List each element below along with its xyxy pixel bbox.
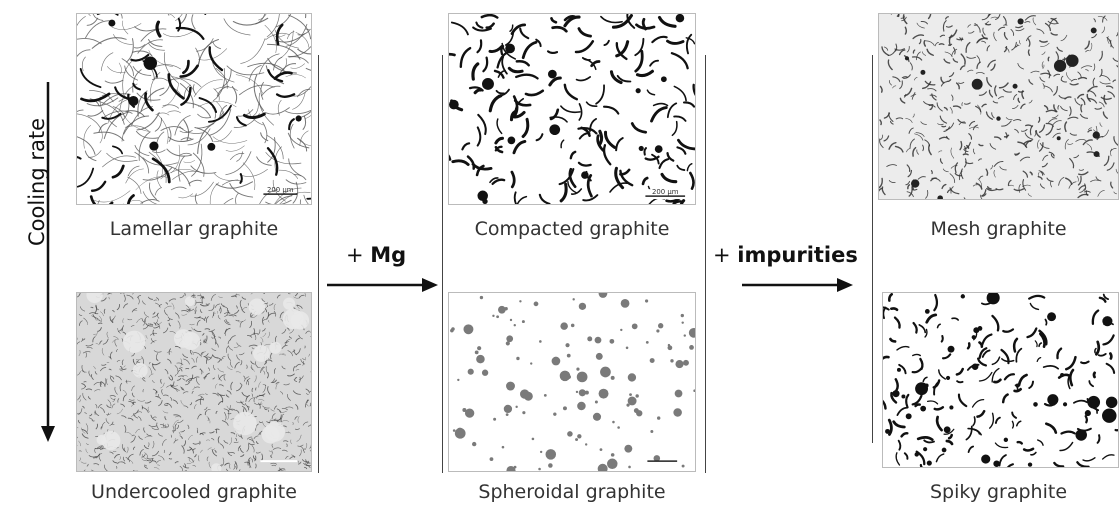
divider-col3 — [872, 55, 873, 443]
caption-spiky: Spiky graphite — [929, 481, 1068, 503]
caption-lamellar: Lamellar graphite — [109, 218, 279, 240]
caption-mesh: Mesh graphite — [930, 218, 1067, 240]
arrow-right-icon — [742, 278, 853, 292]
caption-compacted: Compacted graphite — [474, 218, 670, 240]
micrograph-spheroidal — [448, 292, 696, 472]
operation-impurities-label: + impurities — [713, 243, 858, 267]
svg-text:200 µm: 200 µm — [652, 188, 679, 196]
micrograph-undercooled — [76, 292, 312, 472]
caption-undercooled: Undercooled graphite — [91, 481, 297, 503]
svg-text:200 µm: 200 µm — [267, 186, 294, 194]
micrograph-lamellar: 200 µm — [76, 13, 312, 205]
micrograph-mesh — [878, 13, 1119, 200]
arrow-down-icon — [41, 82, 55, 442]
micrograph-spiky — [882, 292, 1119, 468]
micrograph-compacted: 200 µm — [448, 13, 696, 205]
cooling-rate-axis: Cooling rate — [0, 60, 70, 460]
divider-col2-right — [705, 55, 706, 473]
arrow-right-icon — [327, 278, 438, 292]
divider-col2-left — [442, 55, 443, 473]
operation-mg-label: + Mg — [346, 243, 407, 267]
caption-spheroidal: Spheroidal graphite — [478, 481, 666, 503]
divider-col1 — [318, 55, 319, 473]
